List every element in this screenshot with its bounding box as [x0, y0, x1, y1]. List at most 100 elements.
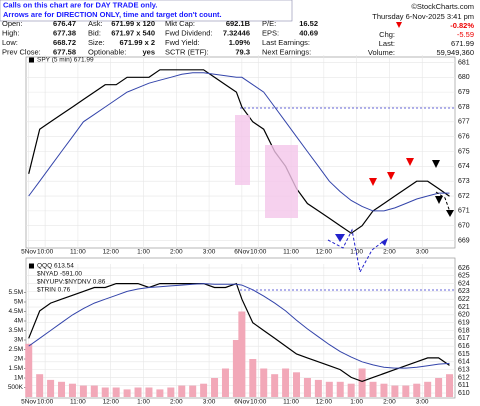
y-tick-label: 674 — [458, 163, 470, 170]
volume-bar — [112, 387, 120, 397]
volume-bar — [101, 387, 109, 397]
path-arrow — [327, 228, 386, 274]
y2-tick-label: 5M — [14, 299, 23, 306]
legend-label: QQQ 613.54 — [37, 263, 74, 270]
value: 677.38 — [53, 28, 76, 37]
value: 59,949,360 — [436, 48, 474, 57]
x-tick-label: 10:00 — [37, 399, 54, 406]
volume-bar — [25, 343, 33, 397]
x-tick-label: 5Nov — [21, 399, 37, 406]
y-tick-label: 616 — [458, 343, 470, 350]
x-tick-label: 10:00 — [250, 399, 267, 406]
y2-tick-label: 500K — [8, 384, 24, 391]
y-tick-label: 678 — [458, 104, 470, 111]
y-tick-label: 610 — [458, 390, 470, 397]
y-tick-label: 680 — [458, 74, 470, 81]
y-tick-label: 623 — [458, 288, 470, 295]
y-tick-label: 614 — [458, 359, 470, 366]
indicator-label: $TRIN 0.76 — [37, 287, 71, 294]
note-line: Calls on this chart are for DAY TRADE on… — [3, 0, 157, 9]
volume-bar — [238, 311, 246, 397]
y-tick-label: 677 — [458, 119, 470, 126]
value: 40.69 — [299, 28, 318, 37]
label: Bid: — [88, 28, 101, 37]
volume-bar — [90, 385, 98, 397]
y-tick-label: 626 — [458, 265, 470, 272]
volume-bar — [293, 372, 301, 397]
value: 16.52 — [299, 19, 318, 28]
y-tick-label: 669 — [458, 237, 470, 244]
arrow-head — [446, 210, 454, 217]
x-tick-label: 10:00 — [37, 249, 54, 256]
down-triangle — [396, 22, 402, 28]
y-tick-label: 615 — [458, 351, 470, 358]
y-tick-label: 613 — [458, 366, 470, 373]
value: 671.97 x 540 — [111, 28, 155, 37]
volume-bar — [380, 383, 388, 397]
x-tick-label: 1:00 — [137, 249, 150, 256]
volume-bar — [167, 387, 175, 397]
legend-swatch — [29, 263, 34, 269]
x-tick-label: 11:00 — [283, 399, 299, 406]
volume-bar — [79, 385, 87, 397]
x-tick-label: 2:00 — [170, 249, 183, 256]
x-tick-label: 2:00 — [383, 249, 396, 256]
black-arrow — [432, 160, 440, 168]
label: EPS: — [262, 28, 279, 37]
y2-tick-label: 4.5M — [9, 308, 23, 315]
price-line — [28, 69, 450, 234]
x-tick-label: 2:00 — [383, 399, 396, 406]
volume-bar — [178, 385, 186, 397]
y-tick-label: 621 — [458, 304, 470, 311]
value: 677.58 — [53, 47, 76, 56]
x-tick-label: 1:00 — [137, 399, 150, 406]
y2-tick-label: 1.5M — [9, 365, 23, 372]
red-arrow — [406, 158, 414, 166]
x-tick-label: 12:00 — [103, 249, 120, 256]
volume-bar — [123, 389, 131, 397]
x-tick-label: 12:00 — [316, 399, 333, 406]
volume-bar — [145, 387, 153, 397]
x-tick-label: 1:00 — [350, 249, 363, 256]
volume-bar — [435, 378, 443, 397]
label: P/E: — [262, 19, 276, 28]
volume-bar — [249, 359, 257, 397]
x-tick-label: 5Nov — [21, 249, 37, 256]
site: ©StockCharts.com — [411, 2, 474, 11]
y-tick-label: 612 — [458, 374, 470, 381]
volume-bar — [325, 381, 333, 397]
value: 676.47 — [53, 19, 76, 28]
label: Last: — [379, 39, 395, 48]
label: Size: — [88, 38, 105, 47]
label: Prev Close: — [2, 47, 41, 56]
label: Fwd Dividend: — [165, 28, 213, 37]
volume-bar — [282, 368, 290, 397]
volume-bar — [200, 383, 208, 397]
y2-tick-label: 1M — [14, 375, 23, 382]
volume-bar — [424, 381, 432, 397]
y-tick-label: 673 — [458, 178, 470, 185]
y-tick-label: 672 — [458, 193, 470, 200]
label: Mkt Cap: — [165, 19, 195, 28]
y-tick-label: 611 — [458, 382, 469, 389]
x-tick-label: 10:00 — [250, 249, 267, 256]
volume-bar — [446, 374, 454, 397]
label: Open: — [2, 19, 22, 28]
x-tick-label: 11:00 — [70, 399, 86, 406]
volume-bar — [260, 368, 268, 397]
highlight-box — [265, 145, 298, 218]
y-tick-label: 622 — [458, 296, 470, 303]
x-tick-label: 12:00 — [103, 399, 120, 406]
volume-bar — [391, 385, 399, 397]
volume-bar — [47, 379, 55, 397]
legend-label: SPY (5 min) 671.99 — [37, 57, 94, 64]
volume-bar — [36, 374, 44, 397]
label: Volume: — [368, 48, 395, 57]
indicator-label: $NYAD -591.00 — [37, 271, 82, 278]
red-arrow — [369, 178, 377, 186]
lower-frame — [25, 257, 456, 399]
y-tick-label: 617 — [458, 335, 470, 342]
value: yes — [142, 47, 155, 56]
x-tick-label: 2:00 — [170, 399, 183, 406]
value: 668.72 — [53, 38, 76, 47]
